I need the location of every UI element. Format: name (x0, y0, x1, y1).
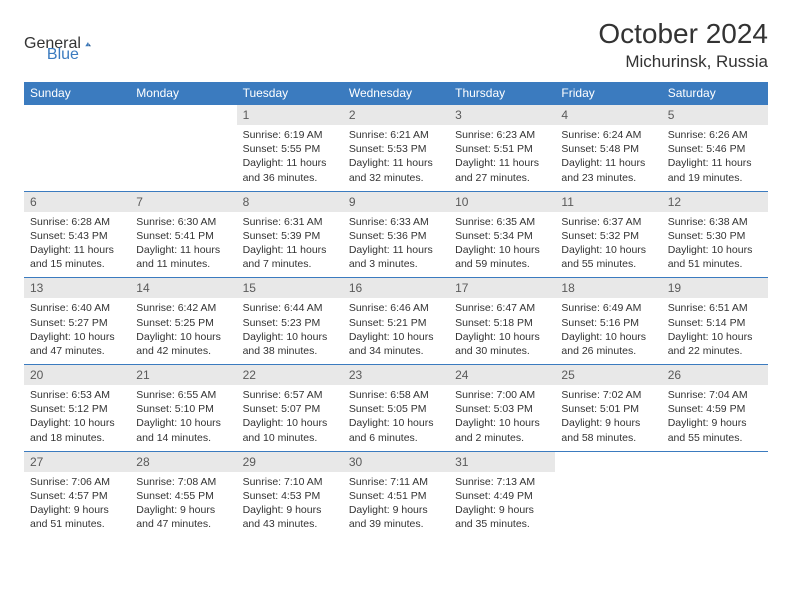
day-detail-cell (662, 472, 768, 538)
day-detail-cell: Sunrise: 7:04 AMSunset: 4:59 PMDaylight:… (662, 385, 768, 451)
day-detail-cell: Sunrise: 6:51 AMSunset: 5:14 PMDaylight:… (662, 298, 768, 364)
day-detail-cell: Sunrise: 6:24 AMSunset: 5:48 PMDaylight:… (555, 125, 661, 191)
day-detail-cell (130, 125, 236, 191)
day-number-cell: 21 (130, 365, 236, 386)
weekday-header: Monday (130, 82, 236, 105)
location: Michurinsk, Russia (598, 52, 768, 72)
day-detail-cell: Sunrise: 7:13 AMSunset: 4:49 PMDaylight:… (449, 472, 555, 538)
month-title: October 2024 (598, 18, 768, 50)
day-detail-cell: Sunrise: 6:42 AMSunset: 5:25 PMDaylight:… (130, 298, 236, 364)
day-number-cell: 11 (555, 191, 661, 212)
day-number-cell: 17 (449, 278, 555, 299)
weekday-header-row: Sunday Monday Tuesday Wednesday Thursday… (24, 82, 768, 105)
day-number-cell: 6 (24, 191, 130, 212)
day-number-cell: 1 (237, 105, 343, 126)
day-detail-cell: Sunrise: 7:00 AMSunset: 5:03 PMDaylight:… (449, 385, 555, 451)
day-number-cell: 13 (24, 278, 130, 299)
day-number-cell: 24 (449, 365, 555, 386)
day-number-cell (130, 105, 236, 126)
day-number-cell: 15 (237, 278, 343, 299)
weekday-header: Tuesday (237, 82, 343, 105)
day-number-row: 20212223242526 (24, 365, 768, 386)
day-detail-cell: Sunrise: 7:10 AMSunset: 4:53 PMDaylight:… (237, 472, 343, 538)
day-number-cell: 20 (24, 365, 130, 386)
day-number-cell: 22 (237, 365, 343, 386)
day-number-cell: 18 (555, 278, 661, 299)
day-number-cell: 30 (343, 451, 449, 472)
day-number-cell: 29 (237, 451, 343, 472)
day-detail-cell: Sunrise: 6:49 AMSunset: 5:16 PMDaylight:… (555, 298, 661, 364)
day-number-cell (662, 451, 768, 472)
header: General Blue October 2024 Michurinsk, Ru… (24, 18, 768, 72)
day-detail-cell: Sunrise: 6:23 AMSunset: 5:51 PMDaylight:… (449, 125, 555, 191)
day-detail-cell: Sunrise: 6:35 AMSunset: 5:34 PMDaylight:… (449, 212, 555, 278)
day-detail-row: Sunrise: 7:06 AMSunset: 4:57 PMDaylight:… (24, 472, 768, 538)
day-number-cell: 5 (662, 105, 768, 126)
day-number-cell: 7 (130, 191, 236, 212)
day-detail-cell: Sunrise: 6:57 AMSunset: 5:07 PMDaylight:… (237, 385, 343, 451)
weekday-header: Saturday (662, 82, 768, 105)
day-number-row: 2728293031 (24, 451, 768, 472)
day-number-cell: 2 (343, 105, 449, 126)
day-detail-cell: Sunrise: 7:02 AMSunset: 5:01 PMDaylight:… (555, 385, 661, 451)
day-detail-row: Sunrise: 6:40 AMSunset: 5:27 PMDaylight:… (24, 298, 768, 364)
day-number-cell (555, 451, 661, 472)
day-detail-row: Sunrise: 6:28 AMSunset: 5:43 PMDaylight:… (24, 212, 768, 278)
day-number-cell: 25 (555, 365, 661, 386)
day-detail-cell: Sunrise: 6:58 AMSunset: 5:05 PMDaylight:… (343, 385, 449, 451)
day-detail-cell: Sunrise: 7:08 AMSunset: 4:55 PMDaylight:… (130, 472, 236, 538)
day-number-cell: 9 (343, 191, 449, 212)
day-number-row: 6789101112 (24, 191, 768, 212)
day-number-cell: 3 (449, 105, 555, 126)
day-detail-cell: Sunrise: 6:33 AMSunset: 5:36 PMDaylight:… (343, 212, 449, 278)
logo-sail-icon (85, 35, 91, 53)
weekday-header: Friday (555, 82, 661, 105)
day-number-cell: 12 (662, 191, 768, 212)
day-detail-cell: Sunrise: 6:31 AMSunset: 5:39 PMDaylight:… (237, 212, 343, 278)
day-number-cell: 28 (130, 451, 236, 472)
day-number-cell: 23 (343, 365, 449, 386)
calendar-table: Sunday Monday Tuesday Wednesday Thursday… (24, 82, 768, 537)
day-number-cell: 8 (237, 191, 343, 212)
day-detail-cell: Sunrise: 7:06 AMSunset: 4:57 PMDaylight:… (24, 472, 130, 538)
weekday-header: Sunday (24, 82, 130, 105)
day-detail-cell (24, 125, 130, 191)
day-number-cell: 10 (449, 191, 555, 212)
day-number-cell: 4 (555, 105, 661, 126)
day-number-cell (24, 105, 130, 126)
day-number-cell: 16 (343, 278, 449, 299)
day-detail-cell: Sunrise: 6:46 AMSunset: 5:21 PMDaylight:… (343, 298, 449, 364)
day-number-cell: 14 (130, 278, 236, 299)
day-detail-cell: Sunrise: 6:30 AMSunset: 5:41 PMDaylight:… (130, 212, 236, 278)
day-number-row: 12345 (24, 105, 768, 126)
day-detail-cell: Sunrise: 6:53 AMSunset: 5:12 PMDaylight:… (24, 385, 130, 451)
day-detail-cell: Sunrise: 6:40 AMSunset: 5:27 PMDaylight:… (24, 298, 130, 364)
weekday-header: Thursday (449, 82, 555, 105)
logo: General Blue (24, 18, 79, 64)
day-detail-cell: Sunrise: 6:38 AMSunset: 5:30 PMDaylight:… (662, 212, 768, 278)
day-number-cell: 19 (662, 278, 768, 299)
day-number-row: 13141516171819 (24, 278, 768, 299)
day-number-cell: 31 (449, 451, 555, 472)
day-detail-cell: Sunrise: 6:28 AMSunset: 5:43 PMDaylight:… (24, 212, 130, 278)
day-detail-cell: Sunrise: 6:47 AMSunset: 5:18 PMDaylight:… (449, 298, 555, 364)
day-detail-row: Sunrise: 6:53 AMSunset: 5:12 PMDaylight:… (24, 385, 768, 451)
logo-text-blue: Blue (47, 46, 79, 64)
day-detail-cell (555, 472, 661, 538)
day-detail-cell: Sunrise: 6:26 AMSunset: 5:46 PMDaylight:… (662, 125, 768, 191)
day-detail-cell: Sunrise: 7:11 AMSunset: 4:51 PMDaylight:… (343, 472, 449, 538)
day-detail-cell: Sunrise: 6:21 AMSunset: 5:53 PMDaylight:… (343, 125, 449, 191)
day-detail-cell: Sunrise: 6:55 AMSunset: 5:10 PMDaylight:… (130, 385, 236, 451)
weekday-header: Wednesday (343, 82, 449, 105)
day-number-cell: 27 (24, 451, 130, 472)
day-detail-cell: Sunrise: 6:44 AMSunset: 5:23 PMDaylight:… (237, 298, 343, 364)
day-detail-cell: Sunrise: 6:19 AMSunset: 5:55 PMDaylight:… (237, 125, 343, 191)
day-detail-row: Sunrise: 6:19 AMSunset: 5:55 PMDaylight:… (24, 125, 768, 191)
day-number-cell: 26 (662, 365, 768, 386)
day-detail-cell: Sunrise: 6:37 AMSunset: 5:32 PMDaylight:… (555, 212, 661, 278)
